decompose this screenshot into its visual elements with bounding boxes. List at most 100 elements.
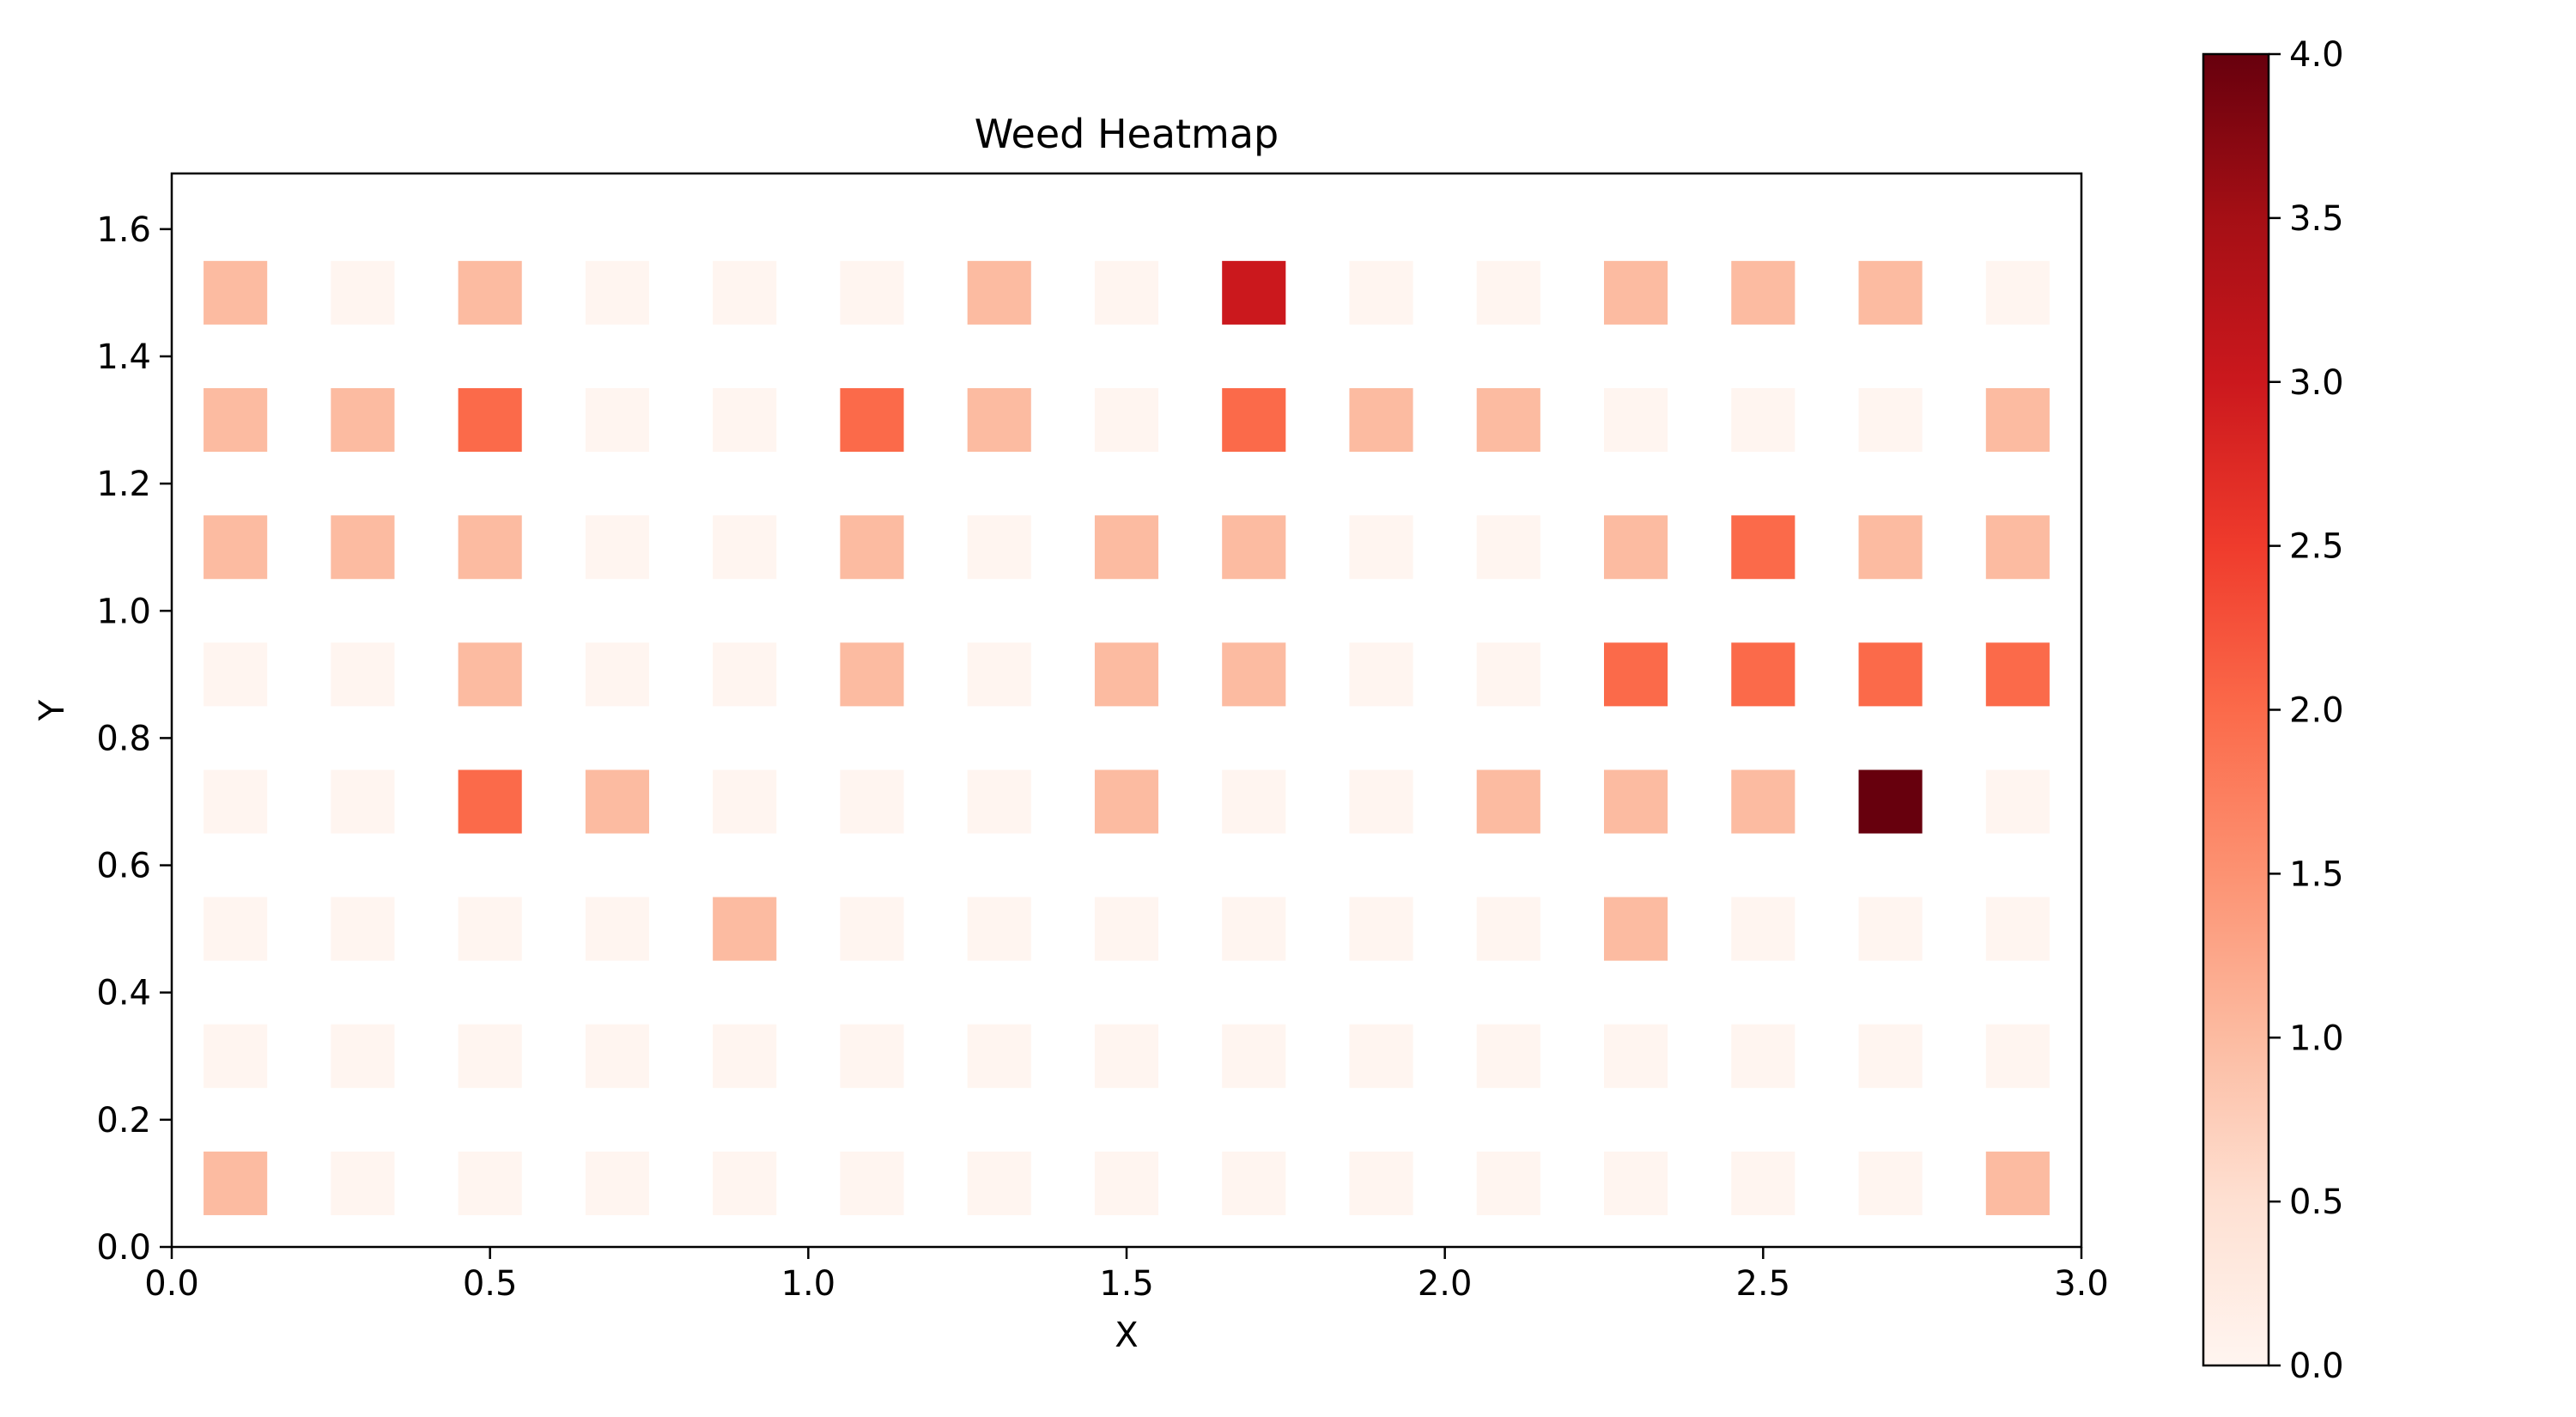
heatmap-cell bbox=[331, 769, 395, 834]
heatmap-cell bbox=[1476, 515, 1540, 580]
heatmap-cell bbox=[967, 769, 1031, 834]
heatmap-cell bbox=[585, 260, 649, 325]
heatmap-cell bbox=[1094, 515, 1159, 580]
heatmap-cell bbox=[1604, 897, 1668, 961]
heatmap-cell bbox=[1094, 388, 1159, 453]
heatmap-cells bbox=[204, 260, 2050, 1215]
heatmap-cell bbox=[1222, 1151, 1286, 1215]
heatmap-cell bbox=[1731, 388, 1795, 453]
colorbar-tick-label: 1.0 bbox=[2289, 1019, 2344, 1058]
x-tick-label: 2.0 bbox=[1418, 1264, 1473, 1304]
heatmap-cell bbox=[840, 769, 904, 834]
heatmap-cell bbox=[1094, 260, 1159, 325]
heatmap-cell bbox=[204, 897, 268, 961]
heatmap-cell bbox=[1604, 515, 1668, 580]
heatmap-cell bbox=[1858, 388, 1923, 453]
chart-title: Weed Heatmap bbox=[975, 111, 1279, 157]
heatmap-cell bbox=[331, 388, 395, 453]
heatmap-cell bbox=[1222, 642, 1286, 707]
heatmap-cell bbox=[713, 1024, 777, 1088]
heatmap-cell bbox=[331, 1151, 395, 1215]
heatmap-cell bbox=[1731, 515, 1795, 580]
heatmap-cell bbox=[967, 388, 1031, 453]
heatmap-cell bbox=[1604, 642, 1668, 707]
x-tick-label: 0.0 bbox=[144, 1264, 199, 1304]
heatmap-cell bbox=[1731, 260, 1795, 325]
heatmap-cell bbox=[1985, 769, 2050, 834]
heatmap-cell bbox=[331, 642, 395, 707]
heatmap-cell bbox=[1858, 769, 1923, 834]
heatmap-cell bbox=[1349, 1151, 1413, 1215]
heatmap-cell bbox=[967, 1151, 1031, 1215]
heatmap-cell bbox=[1604, 388, 1668, 453]
heatmap-cell bbox=[1985, 642, 2050, 707]
heatmap-cell bbox=[1349, 769, 1413, 834]
heatmap-cell bbox=[840, 1151, 904, 1215]
heatmap-cell bbox=[458, 769, 522, 834]
colorbar-tick-label: 4.0 bbox=[2289, 35, 2344, 75]
colorbar-tick-label: 3.0 bbox=[2289, 363, 2344, 403]
heatmap-cell bbox=[458, 515, 522, 580]
heatmap-cell bbox=[1349, 260, 1413, 325]
y-tick-label: 0.0 bbox=[96, 1228, 151, 1268]
heatmap-cell bbox=[1985, 515, 2050, 580]
heatmap-cell bbox=[1985, 260, 2050, 325]
heatmap-cell bbox=[458, 1151, 522, 1215]
heatmap-cell bbox=[1349, 515, 1413, 580]
heatmap-cell bbox=[840, 515, 904, 580]
heatmap-cell bbox=[1858, 1024, 1923, 1088]
heatmap-cell bbox=[713, 515, 777, 580]
heatmap-cell bbox=[585, 642, 649, 707]
heatmap-cell bbox=[585, 1024, 649, 1088]
heatmap-cell bbox=[585, 388, 649, 453]
heatmap-cell bbox=[204, 1024, 268, 1088]
heatmap-cell bbox=[1858, 1151, 1923, 1215]
x-tick-label: 0.5 bbox=[463, 1264, 518, 1304]
y-tick-label: 1.0 bbox=[96, 592, 151, 631]
heatmap-cell bbox=[1349, 897, 1413, 961]
heatmap-cell bbox=[840, 1024, 904, 1088]
y-tick-label: 1.6 bbox=[96, 210, 151, 250]
heatmap-cell bbox=[585, 1151, 649, 1215]
heatmap-cell bbox=[331, 260, 395, 325]
heatmap-cell bbox=[1604, 769, 1668, 834]
x-tick-label: 1.5 bbox=[1099, 1264, 1154, 1304]
heatmap-cell bbox=[458, 388, 522, 453]
heatmap-cell bbox=[1349, 642, 1413, 707]
heatmap-cell bbox=[967, 897, 1031, 961]
heatmap-cell bbox=[840, 388, 904, 453]
heatmap-cell bbox=[713, 769, 777, 834]
heatmap-cell bbox=[1476, 1151, 1540, 1215]
x-axis-label: X bbox=[1115, 1316, 1138, 1355]
heatmap-cell bbox=[1222, 515, 1286, 580]
heatmap-cell bbox=[967, 260, 1031, 325]
heatmap-cell bbox=[204, 260, 268, 325]
heatmap-cell bbox=[1094, 769, 1159, 834]
y-axis: 0.0 0.2 0.4 0.6 0.8 1.0 1.2 1.4 1.6 bbox=[96, 210, 172, 1268]
heatmap-cell bbox=[458, 642, 522, 707]
heatmap-cell bbox=[1222, 388, 1286, 453]
heatmap-cell bbox=[840, 897, 904, 961]
heatmap-cell bbox=[1476, 388, 1540, 453]
heatmap-cell bbox=[1731, 769, 1795, 834]
heatmap-cell bbox=[1985, 1151, 2050, 1215]
heatmap-cell bbox=[1476, 642, 1540, 707]
x-tick-label: 3.0 bbox=[2054, 1264, 2109, 1304]
heatmap-cell bbox=[458, 897, 522, 961]
heatmap-cell bbox=[458, 1024, 522, 1088]
heatmap-cell bbox=[840, 260, 904, 325]
heatmap-cell bbox=[1094, 1151, 1159, 1215]
heatmap-cell bbox=[713, 642, 777, 707]
heatmap-cell bbox=[1222, 1024, 1286, 1088]
heatmap-cell bbox=[204, 515, 268, 580]
heatmap-cell bbox=[1985, 388, 2050, 453]
heatmap-cell bbox=[204, 1151, 268, 1215]
plot-area bbox=[170, 172, 2083, 1249]
colorbar-tick-label: 2.5 bbox=[2289, 527, 2344, 567]
y-tick-label: 1.4 bbox=[96, 338, 151, 377]
heatmap-cell bbox=[585, 515, 649, 580]
heatmap-cell bbox=[967, 642, 1031, 707]
heatmap-cell bbox=[1604, 1024, 1668, 1088]
heatmap-cell bbox=[1222, 769, 1286, 834]
